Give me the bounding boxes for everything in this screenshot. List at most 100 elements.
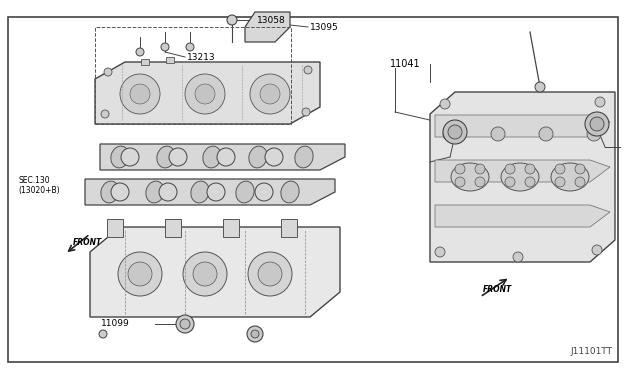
- Bar: [223, 219, 239, 237]
- Ellipse shape: [501, 163, 539, 191]
- Circle shape: [505, 164, 515, 174]
- Text: 13213: 13213: [187, 52, 216, 61]
- Ellipse shape: [295, 146, 313, 168]
- Text: 13095: 13095: [310, 22, 339, 32]
- Text: 11041: 11041: [390, 59, 420, 69]
- Ellipse shape: [146, 181, 164, 203]
- Circle shape: [525, 164, 535, 174]
- Text: (13020+B): (13020+B): [18, 186, 60, 195]
- Text: J11101TT: J11101TT: [570, 347, 612, 356]
- Circle shape: [443, 127, 457, 141]
- Circle shape: [251, 330, 259, 338]
- Text: FRONT: FRONT: [483, 285, 512, 295]
- Ellipse shape: [101, 181, 119, 203]
- Circle shape: [575, 177, 585, 187]
- Circle shape: [186, 43, 194, 51]
- Circle shape: [159, 183, 177, 201]
- Text: 11099: 11099: [101, 320, 130, 328]
- Ellipse shape: [551, 163, 589, 191]
- Polygon shape: [430, 92, 615, 262]
- Circle shape: [475, 164, 485, 174]
- Circle shape: [535, 82, 545, 92]
- Circle shape: [435, 247, 445, 257]
- Ellipse shape: [281, 181, 299, 203]
- Ellipse shape: [111, 146, 129, 168]
- Polygon shape: [245, 12, 290, 42]
- Bar: [281, 219, 297, 237]
- Ellipse shape: [203, 146, 221, 168]
- Circle shape: [185, 74, 225, 114]
- Circle shape: [161, 43, 169, 51]
- Ellipse shape: [191, 181, 209, 203]
- Circle shape: [257, 16, 273, 32]
- Circle shape: [118, 252, 162, 296]
- Circle shape: [227, 15, 237, 25]
- Circle shape: [130, 84, 150, 104]
- Ellipse shape: [249, 146, 267, 168]
- Circle shape: [440, 99, 450, 109]
- Circle shape: [193, 262, 217, 286]
- Circle shape: [258, 262, 282, 286]
- Bar: [107, 219, 123, 237]
- Circle shape: [217, 148, 235, 166]
- Circle shape: [525, 177, 535, 187]
- Circle shape: [136, 48, 144, 56]
- Circle shape: [505, 177, 515, 187]
- Polygon shape: [435, 160, 610, 182]
- Circle shape: [265, 148, 283, 166]
- Circle shape: [304, 66, 312, 74]
- Bar: [166, 57, 174, 63]
- Polygon shape: [90, 227, 340, 317]
- Ellipse shape: [451, 163, 489, 191]
- Text: SEC.130: SEC.130: [18, 176, 50, 185]
- Circle shape: [183, 252, 227, 296]
- Circle shape: [255, 183, 273, 201]
- Text: 13058: 13058: [257, 16, 285, 25]
- Circle shape: [180, 319, 190, 329]
- Circle shape: [121, 148, 139, 166]
- Circle shape: [592, 245, 602, 255]
- Circle shape: [207, 183, 225, 201]
- Circle shape: [248, 252, 292, 296]
- Circle shape: [260, 84, 280, 104]
- Circle shape: [448, 125, 462, 139]
- Circle shape: [176, 315, 194, 333]
- Bar: [95, 27, 291, 124]
- Polygon shape: [95, 62, 320, 124]
- Circle shape: [575, 164, 585, 174]
- Circle shape: [555, 164, 565, 174]
- Circle shape: [128, 262, 152, 286]
- Circle shape: [261, 20, 269, 28]
- Circle shape: [250, 74, 290, 114]
- Circle shape: [120, 74, 160, 114]
- Circle shape: [247, 326, 263, 342]
- Text: FRONT: FRONT: [73, 237, 102, 247]
- Circle shape: [555, 177, 565, 187]
- Circle shape: [302, 108, 310, 116]
- Circle shape: [585, 112, 609, 136]
- Circle shape: [104, 68, 112, 76]
- Polygon shape: [435, 205, 610, 227]
- Circle shape: [587, 127, 601, 141]
- Circle shape: [475, 177, 485, 187]
- Polygon shape: [85, 179, 335, 205]
- Circle shape: [443, 120, 467, 144]
- Circle shape: [455, 177, 465, 187]
- Circle shape: [195, 84, 215, 104]
- Circle shape: [513, 252, 523, 262]
- Circle shape: [101, 110, 109, 118]
- Circle shape: [455, 164, 465, 174]
- Ellipse shape: [236, 181, 254, 203]
- Bar: [165, 219, 181, 237]
- Circle shape: [99, 330, 107, 338]
- Circle shape: [169, 148, 187, 166]
- Polygon shape: [100, 144, 345, 170]
- Circle shape: [111, 183, 129, 201]
- Bar: [141, 59, 149, 65]
- Circle shape: [491, 127, 505, 141]
- Polygon shape: [435, 115, 610, 137]
- Ellipse shape: [157, 146, 175, 168]
- Circle shape: [595, 97, 605, 107]
- Circle shape: [590, 117, 604, 131]
- Circle shape: [539, 127, 553, 141]
